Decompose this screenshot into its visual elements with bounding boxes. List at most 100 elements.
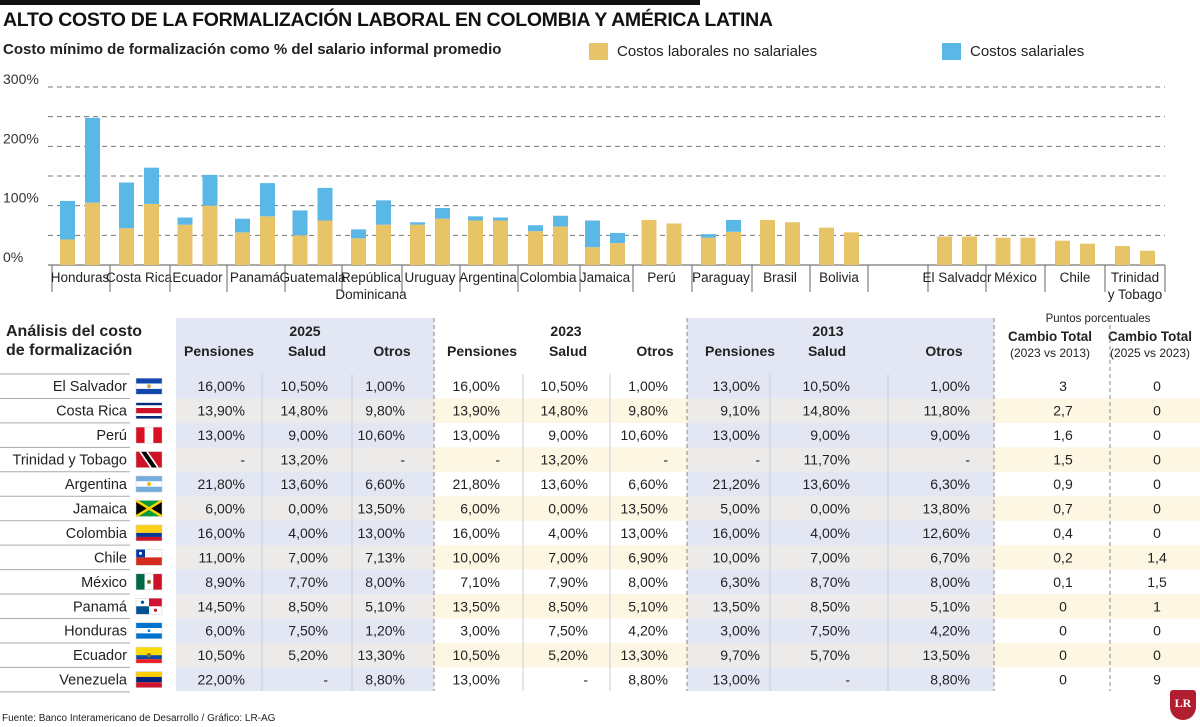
table-cell: - <box>845 672 850 688</box>
category-label: Trinidad <box>1111 270 1159 285</box>
table-cell: 9,80% <box>365 403 405 419</box>
table-cell: 10,00% <box>713 549 760 565</box>
flag-stripe <box>136 476 162 482</box>
lr-logo: LR <box>1170 690 1196 720</box>
table-cell: 10,00% <box>453 549 500 565</box>
table-cell: 13,20% <box>281 452 328 468</box>
table-cell: 16,00% <box>713 525 760 541</box>
column-header: Otros <box>925 343 963 359</box>
flag-ec-icon <box>135 646 163 664</box>
flag-pa-icon <box>135 598 163 615</box>
bar-no-salariales <box>785 222 800 265</box>
bar-salariales <box>528 225 543 232</box>
row-stripe <box>176 642 434 668</box>
table-cell: 13,50% <box>358 500 405 516</box>
column-header: Pensiones <box>447 343 517 359</box>
table-cell: 8,80% <box>365 672 405 688</box>
flag-stripe <box>153 573 162 590</box>
table-cell: 16,00% <box>198 378 245 394</box>
flag-stripe <box>136 405 162 409</box>
table-cell: 8,70% <box>810 574 850 590</box>
bar-no-salariales <box>726 231 741 265</box>
table-header-title: de formalización <box>6 342 132 359</box>
bar-no-salariales <box>819 227 834 265</box>
year-label: 2025 <box>289 323 320 339</box>
table-cell: 9,00% <box>288 427 328 443</box>
table-cell: 22,00% <box>198 672 245 688</box>
flag-stripe <box>136 408 162 414</box>
row-stripe <box>687 398 994 423</box>
bar-salariales <box>292 210 308 236</box>
table-cell: 16,00% <box>453 525 500 541</box>
flag-border <box>135 524 163 542</box>
table-cell: - <box>965 452 970 468</box>
table-cell: 13,50% <box>713 598 760 614</box>
table-cell: 9,00% <box>548 427 588 443</box>
row-stripe <box>434 496 687 521</box>
table-cell: - <box>663 452 668 468</box>
category-label: Ecuador <box>172 270 223 285</box>
row-stripe <box>176 594 434 619</box>
table-cell: 10,50% <box>453 647 500 663</box>
category-label: Bolivia <box>819 270 859 285</box>
table-cell: 6,00% <box>460 500 500 516</box>
flag-jm-icon <box>135 499 163 518</box>
table-cell: 9,70% <box>720 647 760 663</box>
table-cell: 7,90% <box>548 574 588 590</box>
column-header: Pensiones <box>184 343 254 359</box>
flag-sv-icon <box>135 377 163 395</box>
cost-table: Análisis del costo de formalización 2025 20… <box>0 313 1200 693</box>
table-cell: 13,60% <box>281 476 328 492</box>
flag-co-icon <box>135 524 163 542</box>
flag-stripe <box>149 598 162 607</box>
table-cell: 13,20% <box>541 452 588 468</box>
table-cell: 1,00% <box>930 378 970 394</box>
bar-salariales <box>260 183 275 217</box>
flag-border <box>135 377 163 395</box>
flag-stripe <box>136 388 162 395</box>
table-cell: 6,90% <box>628 549 668 565</box>
flag-ar-icon <box>135 475 163 493</box>
category-label: Dominicana <box>335 287 407 302</box>
table-cell: 7,50% <box>288 623 328 639</box>
category-label: Perú <box>647 270 676 285</box>
category-label: Brasil <box>763 270 797 285</box>
table-cell: 0,7 <box>1053 500 1073 516</box>
table-cell: 9,00% <box>810 427 850 443</box>
bar-no-salariales <box>376 224 391 265</box>
flag-stripe <box>135 499 163 518</box>
table-cell: 14,80% <box>803 403 850 419</box>
table-cell: 11,80% <box>924 403 970 419</box>
row-stripe <box>434 642 687 668</box>
table-cell: 13,50% <box>621 500 668 516</box>
row-stripe <box>434 545 687 570</box>
chart-subtitle: Costo mínimo de formalización como % del… <box>3 41 502 58</box>
table-cell: 12,60% <box>923 525 970 541</box>
table-cell: 0,4 <box>1053 525 1073 541</box>
table-cell: 0 <box>1153 525 1161 541</box>
table-cell: 7,50% <box>810 623 850 639</box>
flag-stripe <box>136 622 162 629</box>
table-cell: 8,00% <box>365 574 405 590</box>
column-header: Salud <box>808 343 846 359</box>
table-cell: 1,4 <box>1147 549 1167 565</box>
table-cell: 7,10% <box>460 574 500 590</box>
table-cell: 8,00% <box>628 574 668 590</box>
flag-stripe <box>136 416 162 419</box>
table-cell: 5,20% <box>288 647 328 663</box>
table-cell: 1,6 <box>1053 427 1073 443</box>
table-cell: 6,60% <box>628 476 668 492</box>
category-label: Paraguay <box>692 270 750 285</box>
category-label: Panamá <box>230 270 281 285</box>
flag-border <box>135 426 163 444</box>
table-cell: 5,20% <box>548 647 588 663</box>
table-cell: 4,00% <box>288 525 328 541</box>
table-cell: 6,00% <box>205 623 245 639</box>
flag-stripe <box>141 451 157 468</box>
flag-border <box>135 598 163 615</box>
table-cell: 13,60% <box>541 476 588 492</box>
bar-salariales <box>376 200 391 225</box>
flag-emblem <box>146 652 152 658</box>
row-country-label: Honduras <box>64 624 127 640</box>
category-label: Argentina <box>459 270 517 285</box>
